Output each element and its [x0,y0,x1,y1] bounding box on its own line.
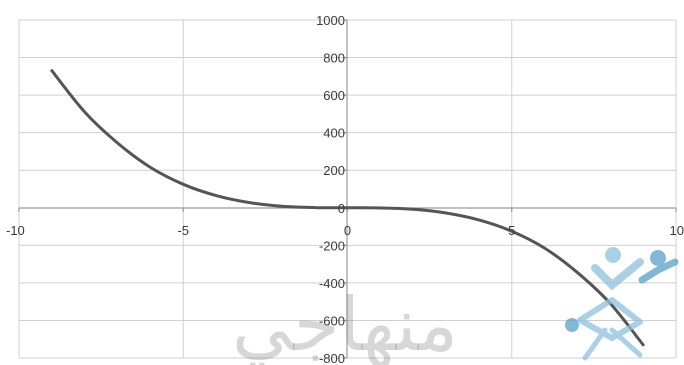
x-tick-labels: -10 -5 0 5 10 [6,223,684,238]
x-tick-label: -10 [6,223,25,238]
y-tick-label: 1000 [316,13,345,28]
watermark: منهاجي [232,247,679,365]
y-tick-label: -400 [319,276,345,291]
x-tick-label: -5 [177,223,189,238]
y-tick-label: -600 [319,313,345,328]
y-tick-label: -200 [319,238,345,253]
y-tick-label: 800 [323,51,345,66]
y-tick-label: 200 [323,163,345,178]
y-tick-label: 400 [323,126,345,141]
series-line [50,69,645,347]
watermark-text: منهاجي [232,282,458,365]
y-tick-label: 600 [323,88,345,103]
y-tick-labels: -800 -600 -400 -200 0 200 400 600 800 1000 [316,13,345,365]
series-layer [50,69,645,347]
people-logo-icon [565,247,679,361]
y-tick-label: -800 [319,351,345,365]
x-tick-label: 0 [344,223,351,238]
x-tick-label: 5 [508,223,515,238]
y-tick-label: 0 [338,201,345,216]
x-tick-label: 10 [670,223,684,238]
